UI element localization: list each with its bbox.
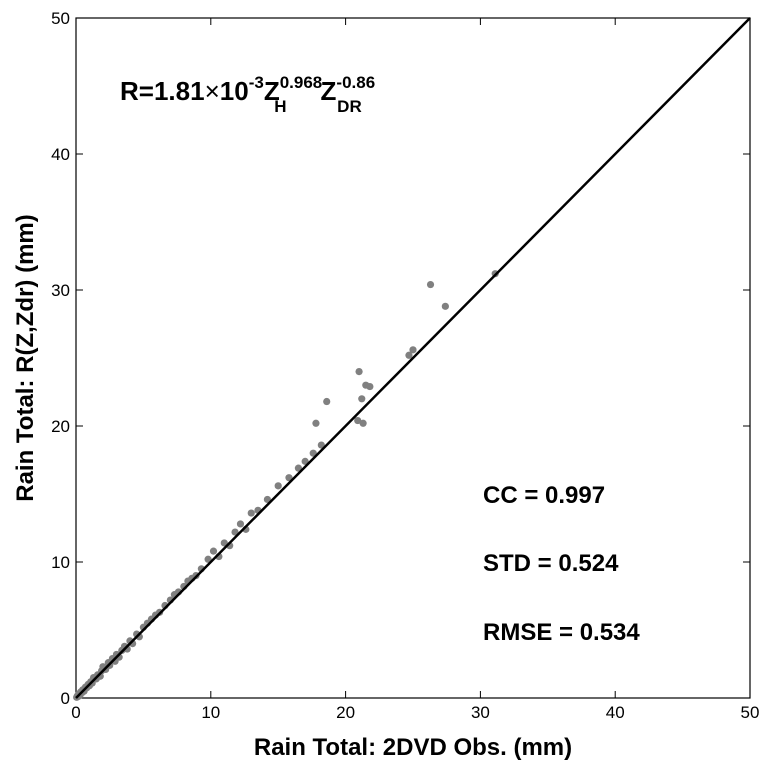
data-point — [309, 449, 317, 457]
data-point — [236, 520, 245, 528]
x-tick-label: 30 — [471, 703, 490, 722]
data-point — [366, 382, 374, 391]
y-tick-label: 0 — [61, 689, 70, 708]
std-stat: STD = 0.524 — [483, 550, 619, 577]
rmse-stat: RMSE = 0.534 — [483, 619, 640, 646]
data-point — [301, 457, 309, 465]
data-point — [209, 547, 218, 555]
data-point — [220, 539, 228, 547]
data-point — [409, 346, 417, 354]
data-point — [323, 397, 331, 406]
y-tick-label: 20 — [51, 417, 70, 436]
data-point — [441, 302, 449, 310]
x-tick-label: 10 — [201, 703, 220, 722]
cc-stat: CC = 0.997 — [483, 482, 605, 509]
data-point — [285, 474, 293, 482]
y-tick-label: 10 — [51, 553, 70, 572]
data-points — [73, 270, 499, 701]
formula-text: R=1.81×10-3Z0.968 HZ-0.86 DR — [120, 73, 375, 116]
y-tick-label: 30 — [51, 281, 70, 300]
data-point — [274, 482, 282, 490]
y-tick-label: 50 — [51, 9, 70, 28]
x-tick-label: 0 — [71, 703, 80, 722]
x-tick-label: 20 — [336, 703, 355, 722]
data-point — [358, 395, 366, 403]
data-point — [359, 419, 367, 427]
reference-line — [75, 17, 751, 699]
x-tick-label: 40 — [606, 703, 625, 722]
y-axis-label: Rain Total: R(Z,Zdr) (mm) — [12, 214, 39, 502]
axis-ticks: 0 10 20 30 40 50 0 10 20 30 40 50 — [51, 9, 759, 722]
data-point — [294, 464, 303, 472]
data-point — [426, 280, 435, 289]
data-point — [405, 351, 413, 359]
data-point — [312, 419, 320, 427]
data-point — [263, 495, 272, 504]
data-point — [317, 441, 325, 449]
data-point — [204, 555, 212, 563]
x-tick-label: 50 — [741, 703, 760, 722]
x-axis-label: Rain Total: 2DVD Obs. (mm) — [254, 734, 572, 761]
data-point — [355, 368, 363, 376]
data-point — [247, 509, 255, 517]
y-tick-label: 40 — [51, 145, 70, 164]
data-point — [231, 528, 239, 536]
data-point — [354, 416, 362, 425]
